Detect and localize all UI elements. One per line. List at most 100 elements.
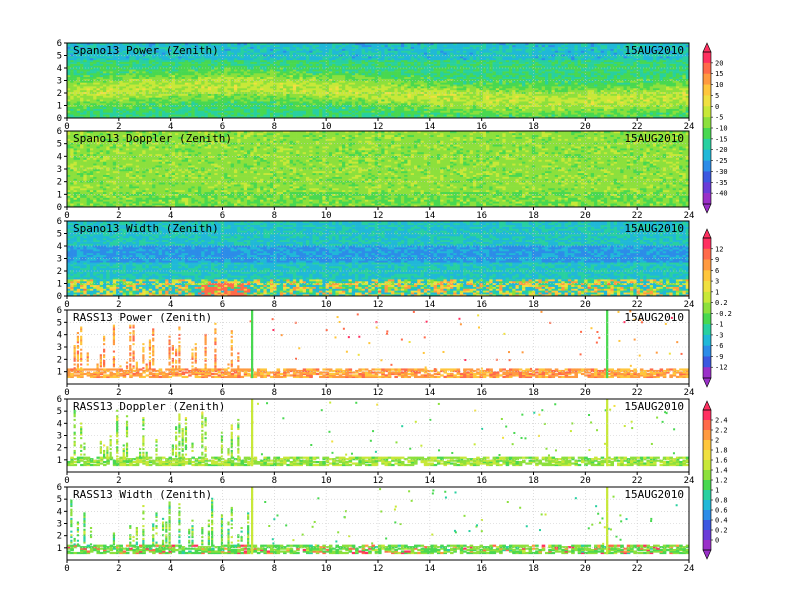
colorbar-tick-label: 12 [715, 245, 723, 253]
colorbar-tick-label: 0.2 [715, 527, 728, 535]
y-tick-label: 3 [57, 432, 62, 442]
colorbar-tick-label: 0.4 [715, 517, 728, 525]
colorbar-swatch [703, 139, 711, 150]
x-tick-label: 2 [116, 211, 121, 221]
colorbar-swatch [703, 292, 711, 303]
colorbar-tick-label: 15 [715, 70, 723, 78]
y-tick-label: 4 [57, 64, 62, 74]
colorbar-swatch [703, 260, 711, 271]
x-tick-label: 22 [632, 300, 643, 310]
colorbar-swatch [703, 161, 711, 172]
x-tick-label: 6 [220, 476, 225, 486]
y-tick-label: 1 [57, 456, 62, 466]
x-tick-label: 6 [220, 300, 225, 310]
colorbar-tick-label: 1.8 [715, 447, 728, 455]
y-tick-label: 0 [57, 114, 62, 124]
y-tick-label: 5 [57, 230, 62, 240]
colorbar-tick-label: -12 [715, 364, 728, 372]
y-tick-label: 6 [57, 39, 62, 49]
x-tick-label: 18 [528, 211, 539, 221]
colorbar-tick-label: -40 [715, 190, 728, 198]
x-tick-label: 20 [580, 564, 591, 574]
y-tick-label: 4 [57, 419, 62, 429]
x-tick-label: 14 [424, 211, 435, 221]
x-tick-label: 16 [476, 300, 487, 310]
colorbar-max-arrow [703, 43, 711, 52]
colorbar-3: 2.42.221.81.61.41.210.80.60.40.20 [703, 401, 728, 559]
x-tick-label: 10 [321, 388, 332, 398]
colorbar-swatch [703, 490, 711, 500]
y-tick-label: 2 [57, 89, 62, 99]
colorbar-swatch [703, 410, 711, 420]
x-tick-label: 12 [373, 211, 384, 221]
x-tick-label: 22 [632, 388, 643, 398]
panel-date: 15AUG2010 [624, 311, 684, 324]
colorbar-tick-label: 0.8 [715, 497, 728, 505]
colorbar-tick-label: 0.6 [715, 507, 728, 515]
x-tick-label: 16 [476, 476, 487, 486]
x-tick-label: 12 [373, 564, 384, 574]
x-tick-label: 4 [168, 300, 173, 310]
colorbar-swatch [703, 171, 711, 182]
panel-title: RASS13 Doppler (Zenith) [73, 400, 225, 413]
y-tick-label: 2 [57, 444, 62, 454]
panel-date: 15AUG2010 [624, 132, 684, 145]
x-tick-label: 4 [168, 211, 173, 221]
colorbar-swatch [703, 540, 711, 550]
x-tick-label: 18 [528, 564, 539, 574]
y-tick-label: 6 [57, 217, 62, 227]
colorbar-swatch [703, 106, 711, 117]
colorbar-swatch [703, 520, 711, 530]
x-tick-label: 12 [373, 300, 384, 310]
colorbar-swatch [703, 450, 711, 460]
x-tick-label: 2 [116, 300, 121, 310]
colorbar-swatch [703, 313, 711, 324]
x-tick-label: 8 [272, 388, 277, 398]
x-tick-label: 22 [632, 476, 643, 486]
y-tick-label: 5 [57, 52, 62, 62]
x-tick-label: 24 [684, 564, 695, 574]
colorbar-tick-label: 1.4 [715, 467, 728, 475]
colorbar-swatch [703, 193, 711, 204]
colorbar-tick-label: -9 [715, 353, 723, 361]
colorbar-swatch [703, 420, 711, 430]
y-tick-label: 3 [57, 255, 62, 265]
x-tick-label: 0 [64, 211, 69, 221]
colorbar-swatch [703, 85, 711, 96]
colorbar-swatch [703, 95, 711, 106]
colorbar-swatch [703, 150, 711, 161]
colorbar-swatch [703, 356, 711, 367]
x-tick-label: 24 [684, 211, 695, 221]
colorbar-tick-label: 2.4 [715, 417, 728, 425]
x-tick-label: 2 [116, 388, 121, 398]
y-tick-label: 5 [57, 495, 62, 505]
colorbar-swatch [703, 238, 711, 249]
x-tick-label: 18 [528, 388, 539, 398]
y-tick-label: 5 [57, 140, 62, 150]
colorbar-tick-label: 0 [715, 537, 719, 545]
x-tick-label: 6 [220, 564, 225, 574]
x-tick-label: 14 [424, 564, 435, 574]
x-tick-label: 16 [476, 564, 487, 574]
colorbar-tick-label: -10 [715, 125, 728, 133]
x-tick-label: 20 [580, 211, 591, 221]
colorbar-tick-label: 3 [715, 278, 719, 286]
colorbar-swatch [703, 270, 711, 281]
x-tick-label: 8 [272, 564, 277, 574]
colorbar-swatch [703, 346, 711, 357]
colorbar-swatch [703, 530, 711, 540]
y-tick-label: 4 [57, 507, 62, 517]
panel-date: 15AUG2010 [624, 400, 684, 413]
colorbar-tick-label: 6 [715, 267, 719, 275]
y-tick-label: 2 [57, 532, 62, 542]
y-tick-label: 1 [57, 544, 62, 554]
panel-date: 15AUG2010 [624, 488, 684, 501]
colorbar-max-arrow [703, 229, 711, 238]
x-tick-label: 8 [272, 300, 277, 310]
x-tick-label: 24 [684, 388, 695, 398]
colorbar-swatch [703, 52, 711, 63]
x-tick-label: 20 [580, 300, 591, 310]
y-tick-label: 1 [57, 190, 62, 200]
